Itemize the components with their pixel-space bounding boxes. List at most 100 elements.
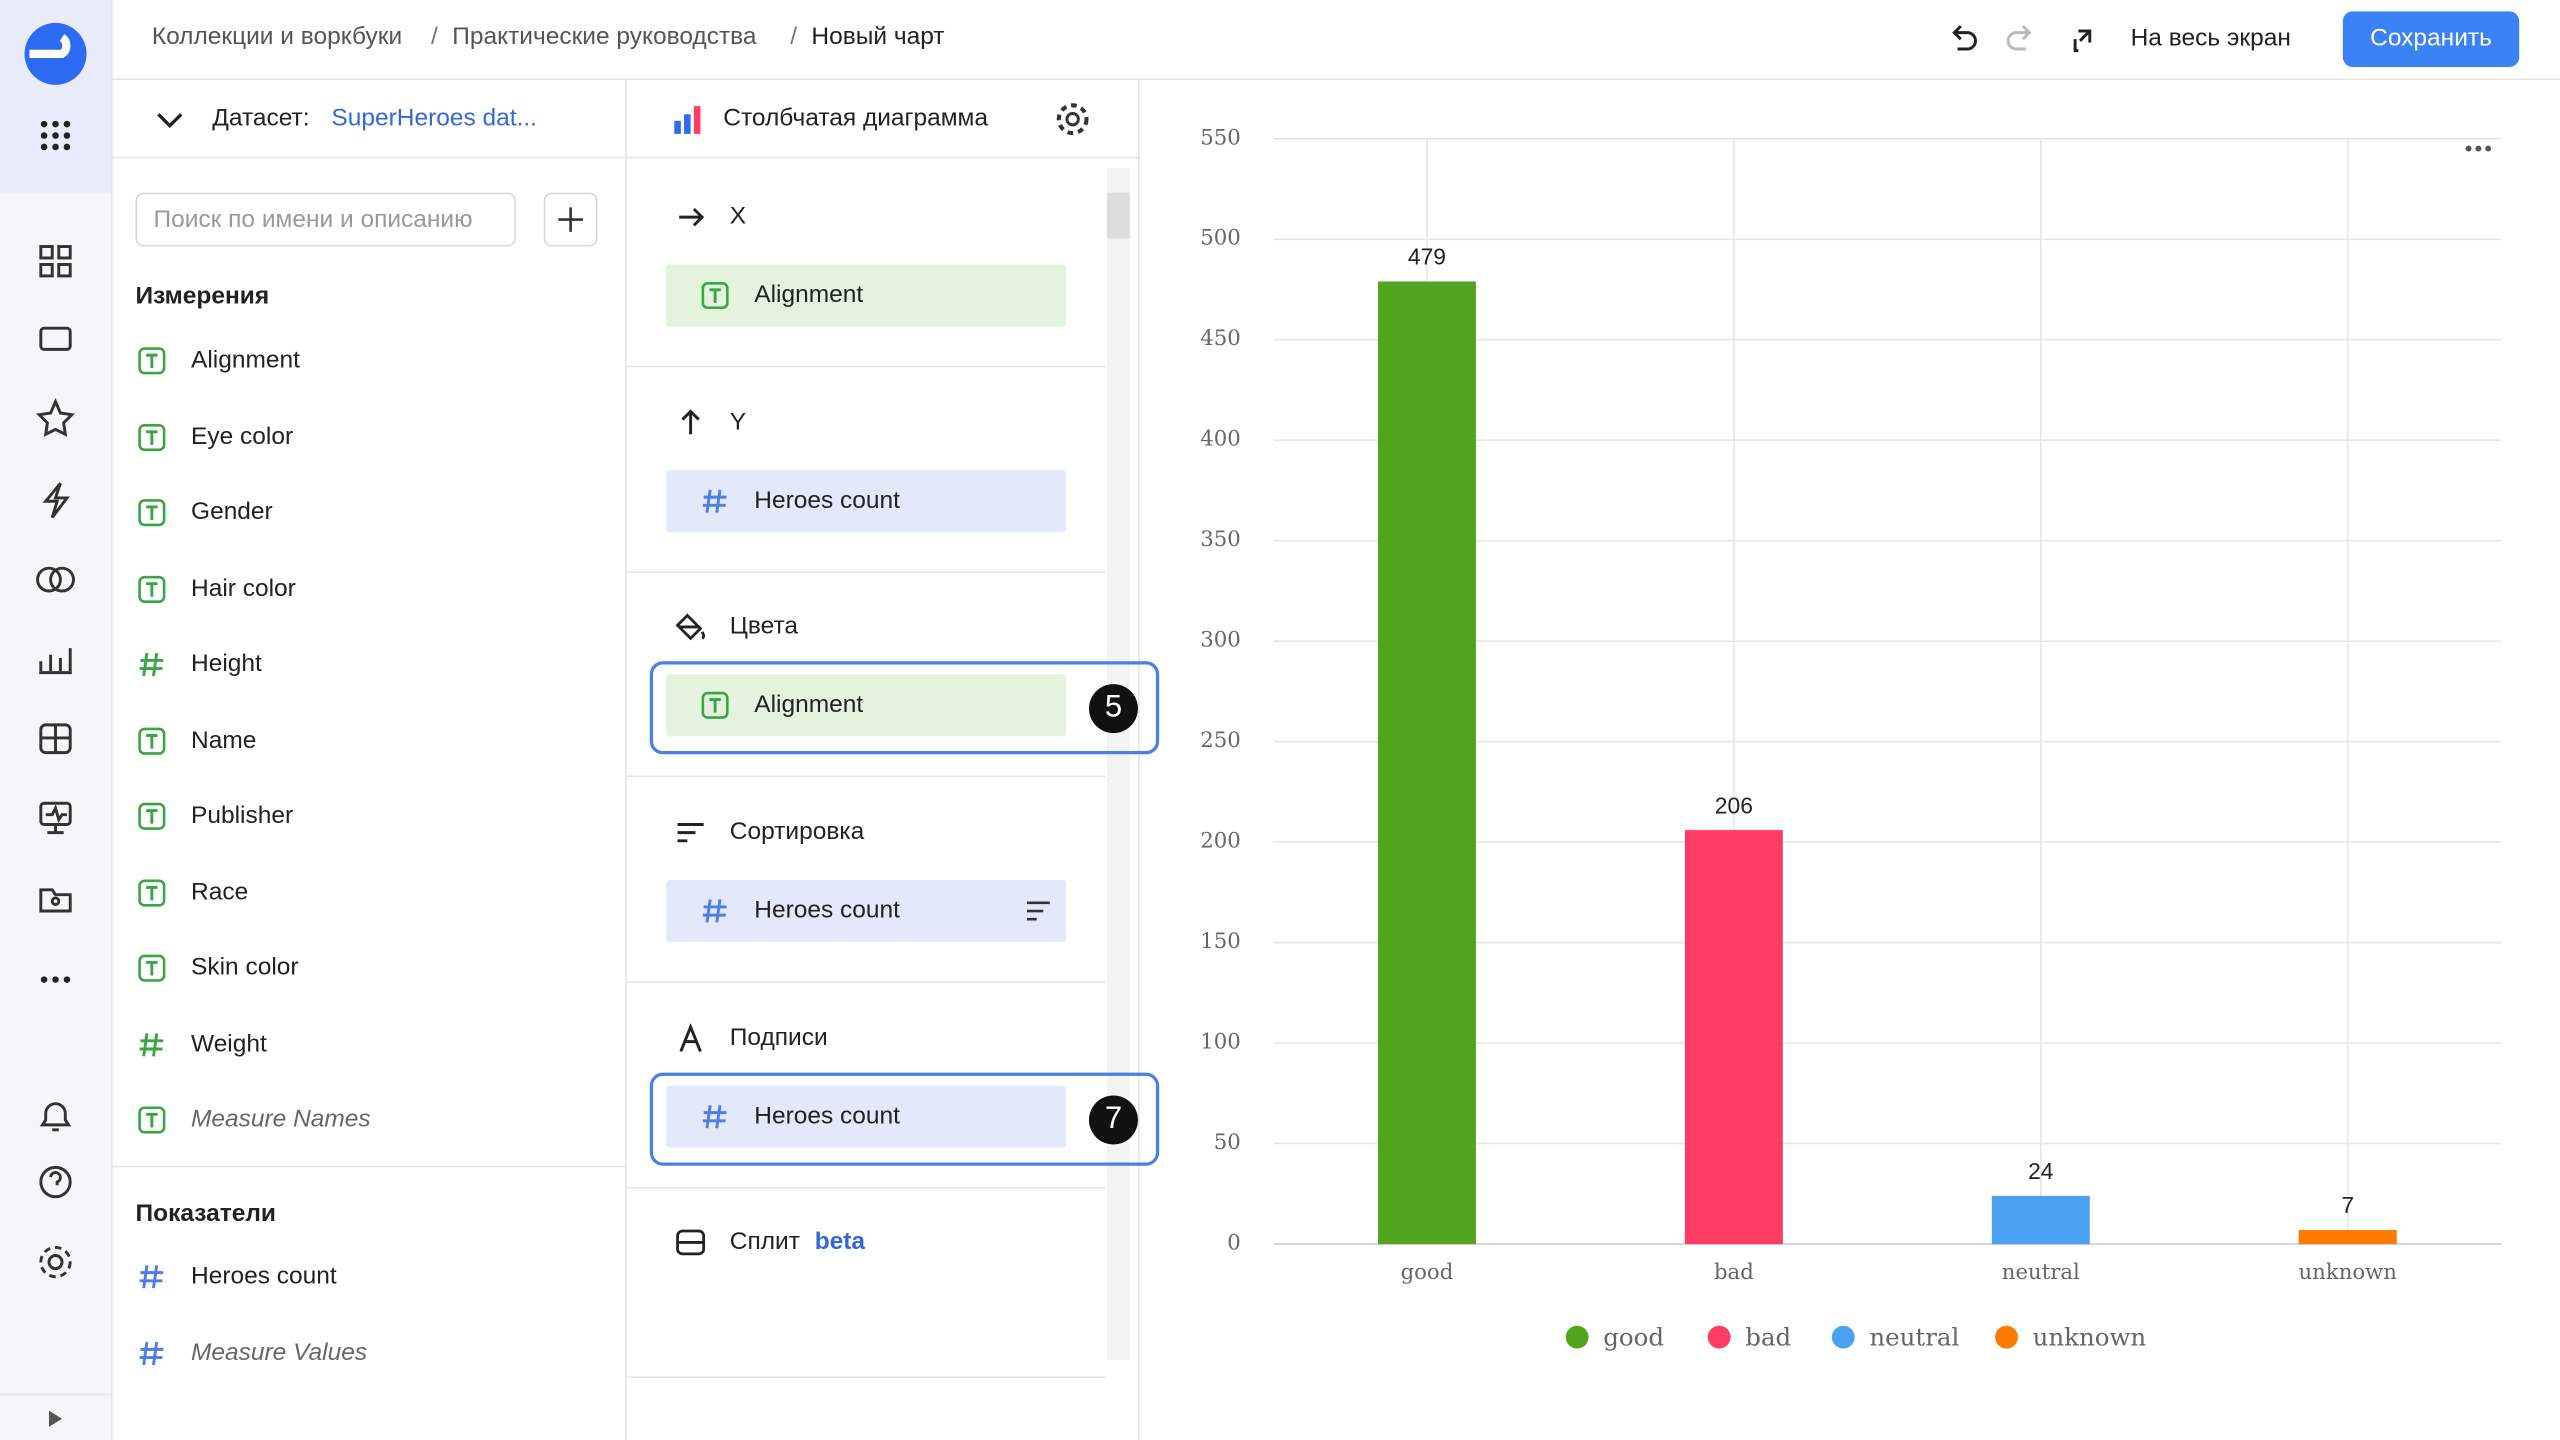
save-button[interactable]: Сохранить xyxy=(2342,11,2520,67)
nav-collections[interactable] xyxy=(39,326,72,351)
y-tick-label: 500 xyxy=(1200,226,1241,251)
section-icon xyxy=(676,1229,706,1256)
number-type-icon xyxy=(702,899,727,923)
undo[interactable] xyxy=(1952,25,1977,51)
breadcrumb[interactable]: Практические руководства xyxy=(452,22,757,51)
field-chip[interactable]: Heroes count xyxy=(666,880,1067,943)
sort-icon[interactable] xyxy=(1024,896,1053,925)
section-title: Сортировка xyxy=(729,818,865,846)
dimension-field[interactable]: Name xyxy=(111,714,624,766)
add-field-button[interactable] xyxy=(543,192,598,247)
dimension-field[interactable]: Measure Names xyxy=(111,1094,624,1146)
y-tick-label: 50 xyxy=(1214,1130,1241,1155)
text-type-icon xyxy=(138,347,166,375)
dimension-field[interactable]: Gender xyxy=(111,487,624,539)
divider xyxy=(625,365,1106,368)
section-icon xyxy=(675,614,706,641)
nav-actions[interactable] xyxy=(42,482,70,519)
highlight-frame xyxy=(649,661,1160,755)
legend-marker xyxy=(1707,1325,1731,1349)
y-tick-label: 350 xyxy=(1200,527,1241,552)
legend-label[interactable]: neutral xyxy=(1869,1322,1959,1351)
nav-dashboards[interactable] xyxy=(39,245,72,278)
section-icon xyxy=(677,823,704,843)
nav-help[interactable] xyxy=(39,1165,72,1199)
field-name: Eye color xyxy=(191,422,294,450)
text-type-icon xyxy=(138,954,166,982)
search-placeholder: Поиск по имени и описанию xyxy=(153,205,473,234)
field-chip[interactable]: Alignment xyxy=(666,674,1067,737)
field-name: Hair color xyxy=(191,573,296,602)
field-name: Gender xyxy=(191,497,273,526)
legend-marker xyxy=(1565,1325,1589,1349)
dimension-field[interactable]: Skin color xyxy=(111,942,624,994)
breadcrumb[interactable]: Коллекции и воркбуки xyxy=(151,22,403,51)
number-type-icon xyxy=(702,1104,727,1129)
scroll-thumb[interactable] xyxy=(1106,192,1130,239)
dimension-field[interactable]: Eye color xyxy=(111,411,624,463)
text-type-icon xyxy=(138,726,166,754)
chart-settings[interactable] xyxy=(1053,100,1092,139)
section-title: Цвета xyxy=(729,612,799,641)
legend-label[interactable]: good xyxy=(1603,1322,1664,1351)
fullscreen-icon[interactable] xyxy=(2073,29,2092,53)
header-icons xyxy=(1952,25,2092,53)
field-chip[interactable]: Heroes count xyxy=(666,469,1067,532)
field-chip[interactable]: Heroes count xyxy=(666,1085,1067,1148)
nav-monitoring[interactable] xyxy=(39,801,72,835)
x-tick-label: good xyxy=(1401,1260,1454,1285)
logo[interactable] xyxy=(24,22,87,85)
dataset-name[interactable]: SuperHeroes dat... xyxy=(331,104,537,133)
nav-workbooks[interactable] xyxy=(39,888,72,913)
divider xyxy=(625,1186,1106,1189)
chart-type[interactable]: Столбчатая диаграмма xyxy=(723,104,989,133)
dimension-field[interactable]: Race xyxy=(111,866,624,918)
beta-tag: beta xyxy=(814,1227,866,1256)
bar xyxy=(1684,830,1783,1245)
collapse-icon[interactable] xyxy=(152,104,191,137)
dimension-field[interactable]: Hair color xyxy=(111,562,624,614)
fullscreen-button[interactable]: На весь экран xyxy=(2130,24,2291,53)
section-icon xyxy=(679,1022,702,1052)
nav-more[interactable] xyxy=(40,976,71,983)
nav-settings[interactable] xyxy=(39,1245,72,1279)
apps-icon[interactable] xyxy=(40,120,71,151)
nav-expand[interactable] xyxy=(48,1410,63,1427)
legend-label[interactable]: unknown xyxy=(2033,1322,2147,1351)
number-type-icon xyxy=(139,1341,164,1366)
field-name: Name xyxy=(191,725,257,754)
scrollbar[interactable] xyxy=(1106,168,1130,1360)
field-name: Heroes count xyxy=(754,1101,900,1130)
text-type-icon xyxy=(138,499,166,527)
field-name: Weight xyxy=(191,1029,267,1058)
separator: / xyxy=(790,22,798,51)
x-tick-label: bad xyxy=(1714,1260,1754,1285)
data-label: 479 xyxy=(1408,244,1446,270)
nav-notifications[interactable] xyxy=(39,1102,72,1132)
plus-icon xyxy=(558,207,583,232)
search-input[interactable]: Поиск по имени и описанию xyxy=(135,192,516,247)
text-type-icon xyxy=(138,802,166,830)
field-name: Race xyxy=(191,877,249,906)
field-chip[interactable]: Alignment xyxy=(666,264,1067,327)
dimension-field[interactable]: Alignment xyxy=(111,335,624,387)
section-icon xyxy=(681,408,700,434)
nav-favorites[interactable] xyxy=(36,397,75,437)
nav-datasets[interactable] xyxy=(39,723,72,755)
nav-charts[interactable] xyxy=(39,648,72,675)
divider xyxy=(625,981,1106,984)
field-name: Skin color xyxy=(191,953,299,982)
y-tick-label: 400 xyxy=(1200,427,1241,452)
field-name: Measure Values xyxy=(191,1338,368,1367)
dimension-field[interactable]: Publisher xyxy=(111,790,624,842)
dimension-field[interactable]: Weight xyxy=(111,1018,624,1070)
measure-field[interactable]: Measure Values xyxy=(111,1327,624,1379)
nav-connections[interactable] xyxy=(36,566,75,593)
legend-label[interactable]: bad xyxy=(1745,1322,1791,1351)
chart: 0 50 100 150 200 250 300 350 400 450 500 550 good 479… xyxy=(1200,125,2502,1351)
dimension-field[interactable]: Height xyxy=(111,638,624,690)
redo[interactable] xyxy=(2006,25,2032,51)
measure-field[interactable]: Heroes count xyxy=(111,1251,624,1303)
chart-menu[interactable] xyxy=(2465,145,2492,152)
